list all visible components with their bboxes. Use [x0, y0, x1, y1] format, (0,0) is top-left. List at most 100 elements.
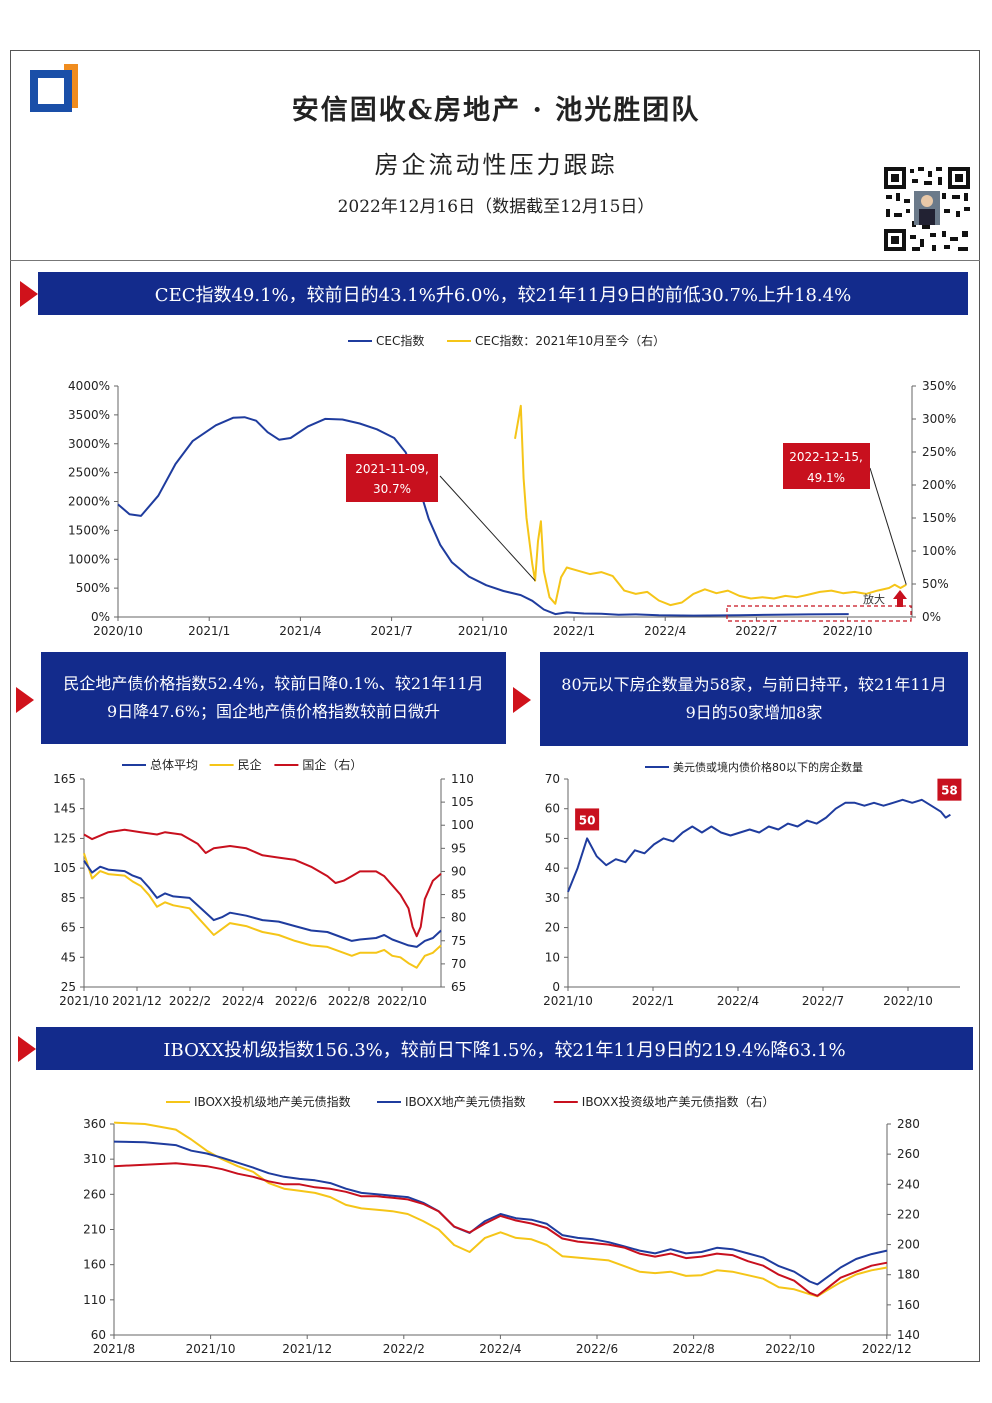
x-tick-label: 2022/10 [765, 1342, 815, 1356]
x-tick-label: 2022/10 [823, 624, 873, 638]
annotation-box [346, 454, 438, 502]
x-tick-label: 2022/4 [644, 624, 686, 638]
y-tick-label: 310 [83, 1152, 106, 1166]
x-tick-label: 2022/10 [377, 994, 427, 1008]
y-tick-label: 2500% [68, 466, 110, 480]
count-series-line [567, 798, 951, 893]
iboxx-chart: 60 110 160 210 260 310 360 140 160 180 200 220 240 26… [83, 1094, 920, 1356]
legend-label: CEC指数：2021年10月至今（右） [475, 333, 665, 348]
company-logo [20, 60, 82, 122]
x-tick-label: 2021/10 [59, 994, 109, 1008]
iboxx-ig-series-line [113, 1162, 888, 1297]
legend-label: 民企 [238, 757, 262, 772]
label-box [575, 808, 600, 831]
y-tick-label: 145 [53, 802, 76, 816]
page-frame [10, 50, 980, 1362]
iboxx-banner: IBOXX投机级指数156.3%，较前日下降1.5%，较21年11月9日的219… [36, 1027, 973, 1070]
y-tick-label: 0% [91, 610, 110, 624]
iboxx-hy-series-line [113, 1121, 888, 1298]
legend-label: 国企（右） [302, 757, 362, 772]
x-tick-label: 2022/12 [862, 1342, 912, 1356]
y2-tick-label: 200 [897, 1238, 920, 1252]
y-tick-label: 0 [552, 980, 560, 994]
x-tick-label: 2022/10 [883, 994, 933, 1008]
annotation-box [783, 443, 870, 489]
y-tick-label: 160 [83, 1258, 106, 1272]
legend-label: IBOXX地产美元债指数 [405, 1094, 526, 1109]
y-tick-label: 3000% [68, 437, 110, 451]
y2-tick-label: 350% [922, 379, 956, 393]
annotation-label: 2022-12-15, [789, 450, 863, 464]
annotation-label: 2021-11-09, [355, 462, 429, 476]
legend-label: IBOXX投机级地产美元债指数 [194, 1094, 351, 1109]
y2-tick-label: 200% [922, 478, 956, 492]
annotation-label: 49.1% [807, 471, 845, 485]
annotation-leader [869, 467, 907, 585]
soe-series-line [83, 828, 442, 938]
distressed-count-chart: 0 10 20 30 40 50 60 70 2021/10 2022/1 2022/4 2022/7… [543, 760, 962, 1008]
cec-recent-series-line [514, 404, 907, 607]
y2-tick-label: 160 [897, 1298, 920, 1312]
y2-tick-label: 280 [897, 1117, 920, 1131]
y-tick-label: 110 [83, 1293, 106, 1307]
y-tick-label: 65 [61, 921, 76, 935]
y2-tick-label: 100% [922, 544, 956, 558]
y2-tick-label: 50% [922, 577, 949, 591]
x-tick-label: 2022/1 [632, 994, 674, 1008]
y-tick-label: 25 [61, 980, 76, 994]
y2-tick-label: 95 [451, 841, 466, 855]
y-tick-label: 50 [545, 831, 560, 845]
y2-tick-label: 100 [451, 818, 474, 832]
x-tick-label: 2021/10 [543, 994, 593, 1008]
bond-price-chart: 25 45 65 85 105 125 145 165 65 70 75 80 85 90 95 100 105… [53, 757, 474, 1008]
y2-tick-label: 220 [897, 1207, 920, 1221]
private-series-line [83, 852, 442, 969]
x-tick-label: 2021/12 [282, 1342, 332, 1356]
x-tick-label: 2022/8 [672, 1342, 714, 1356]
x-tick-label: 2020/10 [93, 624, 143, 638]
annotation-leader [439, 475, 536, 582]
y-tick-label: 165 [53, 772, 76, 786]
label-box [937, 778, 962, 801]
page-title: 安信固收&房地产 · 池光胜团队 [291, 95, 701, 126]
x-tick-label: 2021/7 [370, 624, 412, 638]
y-tick-label: 2000% [68, 495, 110, 509]
banner-arrow-icon [18, 1036, 36, 1062]
y2-tick-label: 0% [922, 610, 941, 624]
y-tick-label: 85 [61, 891, 76, 905]
x-tick-label: 2021/10 [458, 624, 508, 638]
y-tick-label: 360 [83, 1117, 106, 1131]
x-tick-label: 2021/8 [93, 1342, 135, 1356]
y-tick-label: 125 [53, 831, 76, 845]
y-tick-label: 105 [53, 861, 76, 875]
y-tick-label: 3500% [68, 408, 110, 422]
iboxx-all-series-line [113, 1140, 888, 1286]
x-tick-label: 2021/1 [188, 624, 230, 638]
zoom-up-arrow-icon [893, 590, 907, 607]
bond-banner: 民企地产债价格指数52.4%，较前日降0.1%、较21年11月9日降47.6%；… [41, 652, 506, 744]
legend-label: 美元债或境内债价格80以下的房企数量 [673, 760, 863, 774]
y2-tick-label: 70 [451, 957, 466, 971]
x-tick-label: 2021/4 [279, 624, 321, 638]
y2-tick-label: 85 [451, 888, 466, 902]
y-tick-label: 4000% [68, 379, 110, 393]
y-tick-label: 60 [545, 802, 560, 816]
x-tick-label: 2022/8 [328, 994, 370, 1008]
x-tick-label: 2022/7 [735, 624, 777, 638]
annotation-label: 30.7% [373, 482, 411, 496]
cec-banner: CEC指数49.1%，较前日的43.1%升6.0%，较21年11月9日的前低30… [38, 272, 968, 315]
y-tick-label: 70 [545, 772, 560, 786]
x-tick-label: 2022/1 [553, 624, 595, 638]
x-tick-label: 2022/4 [222, 994, 264, 1008]
y-tick-label: 10 [545, 950, 560, 964]
banner-arrow-icon [20, 281, 38, 307]
header-divider [10, 260, 980, 261]
y-tick-label: 1500% [68, 523, 110, 537]
y2-tick-label: 110 [451, 772, 474, 786]
legend-label: IBOXX投资级地产美元债指数（右） [582, 1094, 775, 1109]
page-subtitle: 房企流动性压力跟踪 [374, 151, 618, 179]
y2-tick-label: 90 [451, 864, 466, 878]
x-tick-label: 2021/10 [186, 1342, 236, 1356]
x-tick-label: 2022/4 [717, 994, 759, 1008]
legend-label: 总体平均 [150, 758, 198, 772]
